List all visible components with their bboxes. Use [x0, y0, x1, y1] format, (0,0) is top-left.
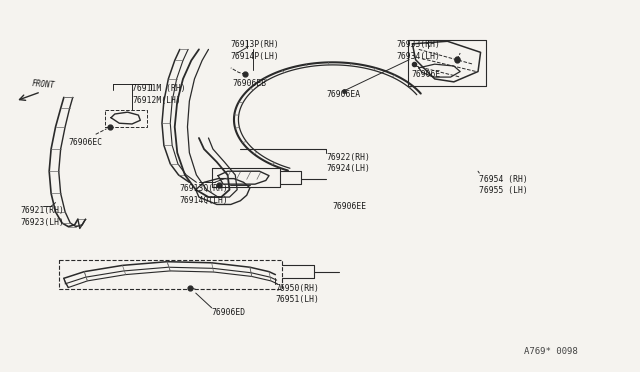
Text: 76922(RH)
76924(LH): 76922(RH) 76924(LH)	[326, 153, 371, 173]
Text: 76906EA: 76906EA	[326, 90, 360, 99]
Text: 76954 (RH)
76955 (LH): 76954 (RH) 76955 (LH)	[479, 175, 528, 195]
Text: FRONT: FRONT	[32, 79, 56, 90]
Text: 76913P(RH)
76914P(LH): 76913P(RH) 76914P(LH)	[231, 40, 280, 61]
Text: 76921(RH)
76923(LH): 76921(RH) 76923(LH)	[20, 206, 65, 227]
Text: 76933(RH)
76934(LH): 76933(RH) 76934(LH)	[396, 40, 440, 61]
Text: 76950(RH)
76951(LH): 76950(RH) 76951(LH)	[275, 284, 319, 304]
Text: 76906ED: 76906ED	[212, 308, 246, 317]
Text: 76913Q(RH)
76914Q(LH): 76913Q(RH) 76914Q(LH)	[180, 184, 228, 205]
Text: 76911M (RH)
76912M(LH): 76911M (RH) 76912M(LH)	[132, 84, 186, 105]
Text: 76906EE: 76906EE	[333, 202, 367, 211]
Text: 76906EC: 76906EC	[68, 138, 102, 147]
Text: 76906E: 76906E	[411, 70, 440, 79]
Text: A769* 0098: A769* 0098	[524, 347, 578, 356]
Text: 76906EB: 76906EB	[232, 79, 266, 88]
